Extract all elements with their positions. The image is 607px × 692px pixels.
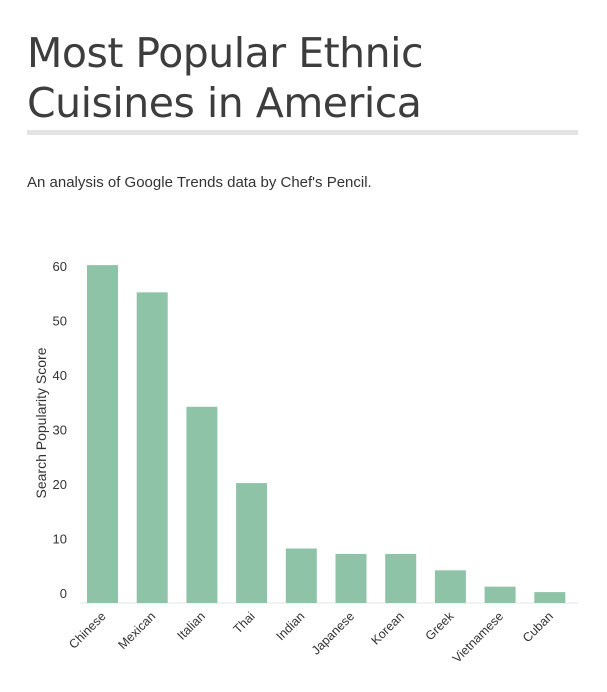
x-tick-labels: Chinese Mexican Italian Thai Indian Japanese K…	[66, 609, 556, 666]
y-axis: Search Popularity Score 0 10 20 30 40 50 60	[33, 259, 67, 601]
x-tick-label: Cuban	[520, 609, 556, 645]
bar-indian	[285, 548, 317, 603]
y-tick-label: 10	[53, 532, 67, 547]
y-tick-label: 40	[53, 368, 67, 383]
x-tick-label: Korean	[368, 609, 406, 647]
bar-chart: Search Popularity Score 0 10 20 30 40 50 60 Ch…	[33, 259, 578, 666]
x-tick-label: Indian	[273, 609, 307, 643]
chart-title-line-1: Most Popular Ethnic	[27, 29, 424, 77]
chart-title: Most Popular Ethnic Cuisines in America	[27, 28, 424, 128]
chart-subtitle: An analysis of Google Trends data by Che…	[27, 174, 372, 191]
bar-cuban	[534, 592, 566, 603]
x-tick-label: Mexican	[116, 609, 159, 652]
bar-mexican	[136, 292, 168, 603]
x-tick-label: Chinese	[66, 609, 108, 651]
y-tick-label: 0	[60, 586, 67, 601]
bar-greek	[434, 570, 466, 603]
y-tick-label: 20	[53, 477, 67, 492]
bar-korean	[385, 553, 417, 603]
bar-chinese	[87, 265, 118, 603]
x-tick-label: Thai	[231, 609, 258, 636]
title-divider	[27, 130, 578, 135]
x-tick-label: Greek	[423, 609, 457, 643]
y-tick-label: 50	[53, 314, 67, 329]
y-axis-label: Search Popularity Score	[33, 347, 49, 498]
x-tick-label: Japanese	[309, 609, 357, 657]
bar-italian	[186, 406, 218, 603]
x-tick-label: Vietnamese	[450, 609, 506, 665]
x-tick-label: Italian	[175, 609, 209, 643]
chart-title-line-2: Cuisines in America	[27, 79, 422, 127]
bar-thai	[236, 483, 268, 603]
bar-japanese	[335, 553, 367, 603]
y-tick-label: 30	[53, 423, 67, 438]
y-tick-label: 60	[53, 259, 67, 274]
y-tick-labels: 0 10 20 30 40 50 60	[53, 259, 67, 601]
bars	[87, 265, 566, 603]
bar-vietnamese	[484, 586, 516, 603]
